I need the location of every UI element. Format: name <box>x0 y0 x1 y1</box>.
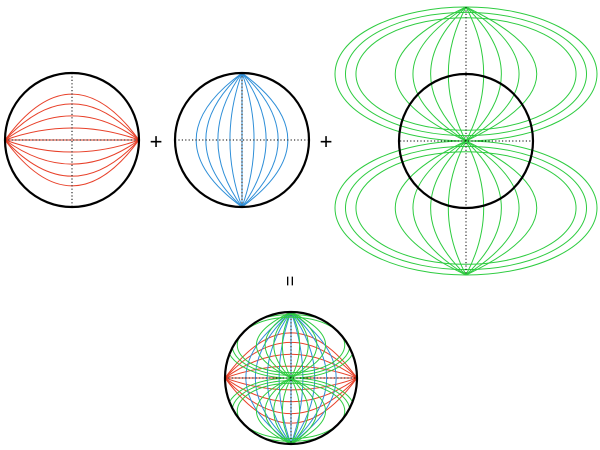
blue-curve <box>278 312 292 444</box>
sphere-green-lobes <box>334 6 598 276</box>
green-lobe-meridian <box>255 312 292 379</box>
sphere-red-latitudes <box>3 71 141 209</box>
green-lobe-ellipse <box>355 151 577 265</box>
green-lobe-ellipse <box>236 316 346 374</box>
red-curve <box>4 139 140 165</box>
green-lobe-meridian <box>430 6 467 142</box>
green-lobe-meridian <box>273 312 292 379</box>
green-lobe-meridian <box>281 312 292 379</box>
green-lobe-meridian <box>290 377 301 444</box>
plus-operator-1: + <box>150 129 163 154</box>
blue-curve <box>217 72 243 208</box>
red-curve <box>4 115 140 141</box>
svg-text:=: = <box>280 276 300 287</box>
sphere-combined <box>223 310 359 446</box>
green-lobe-meridian <box>290 377 327 444</box>
green-lobe-meridian <box>465 6 520 142</box>
green-lobe-meridian <box>255 377 292 444</box>
blue-curve <box>266 312 292 444</box>
green-lobe-meridian <box>465 140 485 276</box>
green-lobe-meridian <box>264 377 292 444</box>
green-lobe-meridian <box>430 140 467 276</box>
green-lobe-meridian <box>290 377 318 444</box>
blue-curve <box>290 312 316 444</box>
equals-operator: = <box>280 276 300 287</box>
sphere-outline <box>397 72 535 210</box>
green-lobe-meridian <box>465 140 520 276</box>
green-lobe-meridian <box>290 312 301 379</box>
green-lobe-meridian <box>412 6 467 142</box>
combined-curve-families <box>225 312 357 444</box>
green-lobe-meridian <box>447 6 467 142</box>
green-lobe-meridian <box>264 312 292 379</box>
green-lobe-meridian <box>465 6 502 142</box>
green-lobe-meridian <box>465 6 485 142</box>
green-lobe-meridian <box>465 140 502 276</box>
green-lobe-meridian <box>290 312 309 379</box>
sphere-blue-meridians <box>173 71 311 209</box>
green-lobe-ellipse <box>344 11 588 137</box>
green-lobe-meridian <box>465 140 538 276</box>
sphere-outline <box>223 310 359 446</box>
blue-curve <box>290 312 328 444</box>
blue-curve <box>254 312 292 444</box>
sphere-outline <box>3 71 141 209</box>
green-lobe-meridian <box>447 140 467 276</box>
plus-operator-2: + <box>320 129 333 154</box>
green-lobe-meridian <box>465 6 538 142</box>
green-lobe-meridian <box>290 312 327 379</box>
green-lobe-meridian <box>394 140 467 276</box>
blue-curve <box>241 72 267 208</box>
green-lobe-meridian <box>281 377 292 444</box>
green-lobe-meridian <box>273 377 292 444</box>
blue-curve <box>290 312 304 444</box>
green-lobe-meridian <box>290 312 318 379</box>
green-lobe-meridian <box>394 6 467 142</box>
sphere-outline <box>173 71 311 209</box>
green-lobe-meridian <box>412 140 467 276</box>
green-lobe-meridian <box>290 377 309 444</box>
